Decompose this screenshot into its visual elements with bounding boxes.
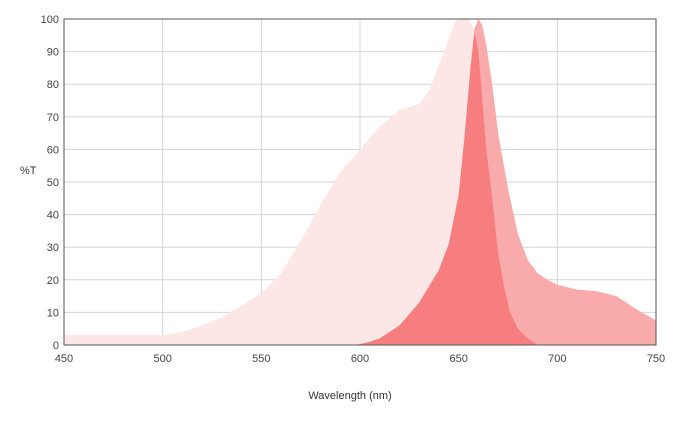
series-area-1 bbox=[64, 19, 538, 345]
x-tick-label: 500 bbox=[153, 353, 171, 365]
plot-frame bbox=[63, 18, 657, 346]
y-axis-label: %T bbox=[20, 165, 37, 177]
x-tick-label: 700 bbox=[548, 353, 566, 365]
x-tick-labels: 450 500 550 600 650 700 750 bbox=[55, 353, 665, 365]
y-tick-label: 20 bbox=[47, 275, 59, 287]
x-tick-label: 450 bbox=[55, 353, 73, 365]
x-tick-label: 650 bbox=[449, 353, 467, 365]
series-area-3 bbox=[356, 32, 538, 345]
y-tick-label: 80 bbox=[47, 79, 59, 91]
y-tick-label: 60 bbox=[47, 144, 59, 156]
series-group bbox=[64, 19, 656, 345]
x-tick-label: 750 bbox=[647, 353, 665, 365]
x-axis-label: Wavelength (nm) bbox=[308, 390, 391, 402]
y-tick-label: 0 bbox=[53, 340, 59, 352]
series-area-2 bbox=[356, 19, 656, 345]
y-tick-label: 100 bbox=[41, 14, 59, 26]
y-tick-labels: 0 10 20 30 40 50 60 70 80 90 100 bbox=[41, 14, 59, 352]
y-tick-label: 10 bbox=[47, 307, 59, 319]
x-tick-label: 550 bbox=[252, 353, 270, 365]
y-tick-label: 40 bbox=[47, 210, 59, 222]
y-tick-label: 70 bbox=[47, 112, 59, 124]
y-tick-label: 50 bbox=[47, 177, 59, 189]
x-tick-label: 600 bbox=[351, 353, 369, 365]
y-tick-label: 90 bbox=[47, 47, 59, 59]
y-tick-label: 30 bbox=[47, 242, 59, 254]
